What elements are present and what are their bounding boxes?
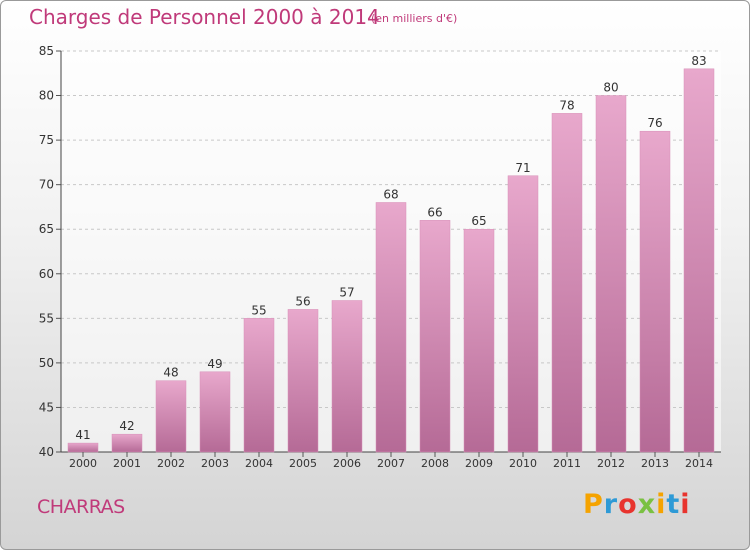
- bar-value-label: 78: [559, 98, 574, 112]
- y-tick-label: 50: [39, 356, 54, 370]
- x-tick-label: 2007: [377, 457, 405, 470]
- logo-letter: r: [603, 489, 619, 520]
- bar-value-label: 66: [427, 205, 442, 219]
- x-tick-label: 2013: [641, 457, 669, 470]
- logo-letter: o: [618, 489, 638, 520]
- bar: [67, 442, 99, 453]
- bar-value-label: 83: [691, 54, 706, 68]
- bar: [419, 220, 451, 453]
- bar: [331, 300, 363, 453]
- bar-value-label: 55: [251, 303, 266, 317]
- bar: [243, 318, 275, 453]
- bar-value-label: 56: [295, 294, 310, 308]
- x-tick-label: 2009: [465, 457, 493, 470]
- logo-letter: P: [583, 489, 604, 520]
- proxiti-logo: Proxiti: [583, 489, 691, 520]
- x-tick-label: 2006: [333, 457, 361, 470]
- bar-value-label: 76: [647, 116, 662, 130]
- x-tick-label: 2001: [113, 457, 141, 470]
- y-tick-label: 55: [39, 311, 54, 325]
- y-tick-label: 70: [39, 178, 54, 192]
- bar: [683, 68, 715, 453]
- logo-letter: i: [680, 489, 691, 520]
- x-tick-label: 2008: [421, 457, 449, 470]
- bar: [507, 175, 539, 453]
- chart-subtitle: (en milliers d'€): [371, 12, 458, 25]
- logo-letter: x: [637, 489, 657, 520]
- bar: [551, 113, 583, 453]
- bar: [155, 380, 187, 453]
- x-tick-label: 2003: [201, 457, 229, 470]
- bar: [639, 130, 671, 453]
- bar-value-label: 68: [383, 187, 398, 201]
- y-tick-label: 65: [39, 222, 54, 236]
- y-tick-label: 60: [39, 267, 54, 281]
- y-tick-label: 40: [39, 445, 54, 459]
- bar-value-label: 71: [515, 161, 530, 175]
- y-tick-label: 75: [39, 133, 54, 147]
- commune-name: CHARRAS: [37, 496, 125, 518]
- x-tick-label: 2011: [553, 457, 581, 470]
- x-tick-label: 2010: [509, 457, 537, 470]
- bar: [375, 202, 407, 453]
- chart-title: Charges de Personnel 2000 à 2014: [29, 5, 380, 29]
- bar: [111, 433, 143, 453]
- x-tick-label: 2002: [157, 457, 185, 470]
- logo-letter: t: [666, 489, 681, 520]
- y-tick-label: 80: [39, 89, 54, 103]
- bar-value-label: 80: [603, 81, 618, 95]
- y-tick-label: 45: [39, 400, 54, 414]
- bar-value-label: 42: [119, 419, 134, 433]
- logo-letter: i: [656, 489, 667, 520]
- bar: [287, 309, 319, 453]
- x-tick-label: 2005: [289, 457, 317, 470]
- x-tick-label: 2000: [69, 457, 97, 470]
- bar: [463, 228, 495, 453]
- y-tick-label: 85: [39, 44, 54, 58]
- bar-value-label: 49: [207, 357, 222, 371]
- bar-value-label: 65: [471, 214, 486, 228]
- bar: [595, 95, 627, 453]
- bar-value-label: 41: [75, 428, 90, 442]
- x-tick-label: 2012: [597, 457, 625, 470]
- bar-value-label: 57: [339, 286, 354, 300]
- x-tick-label: 2014: [685, 457, 713, 470]
- bar: [199, 371, 231, 453]
- x-tick-label: 2004: [245, 457, 273, 470]
- bar-value-label: 48: [163, 366, 178, 380]
